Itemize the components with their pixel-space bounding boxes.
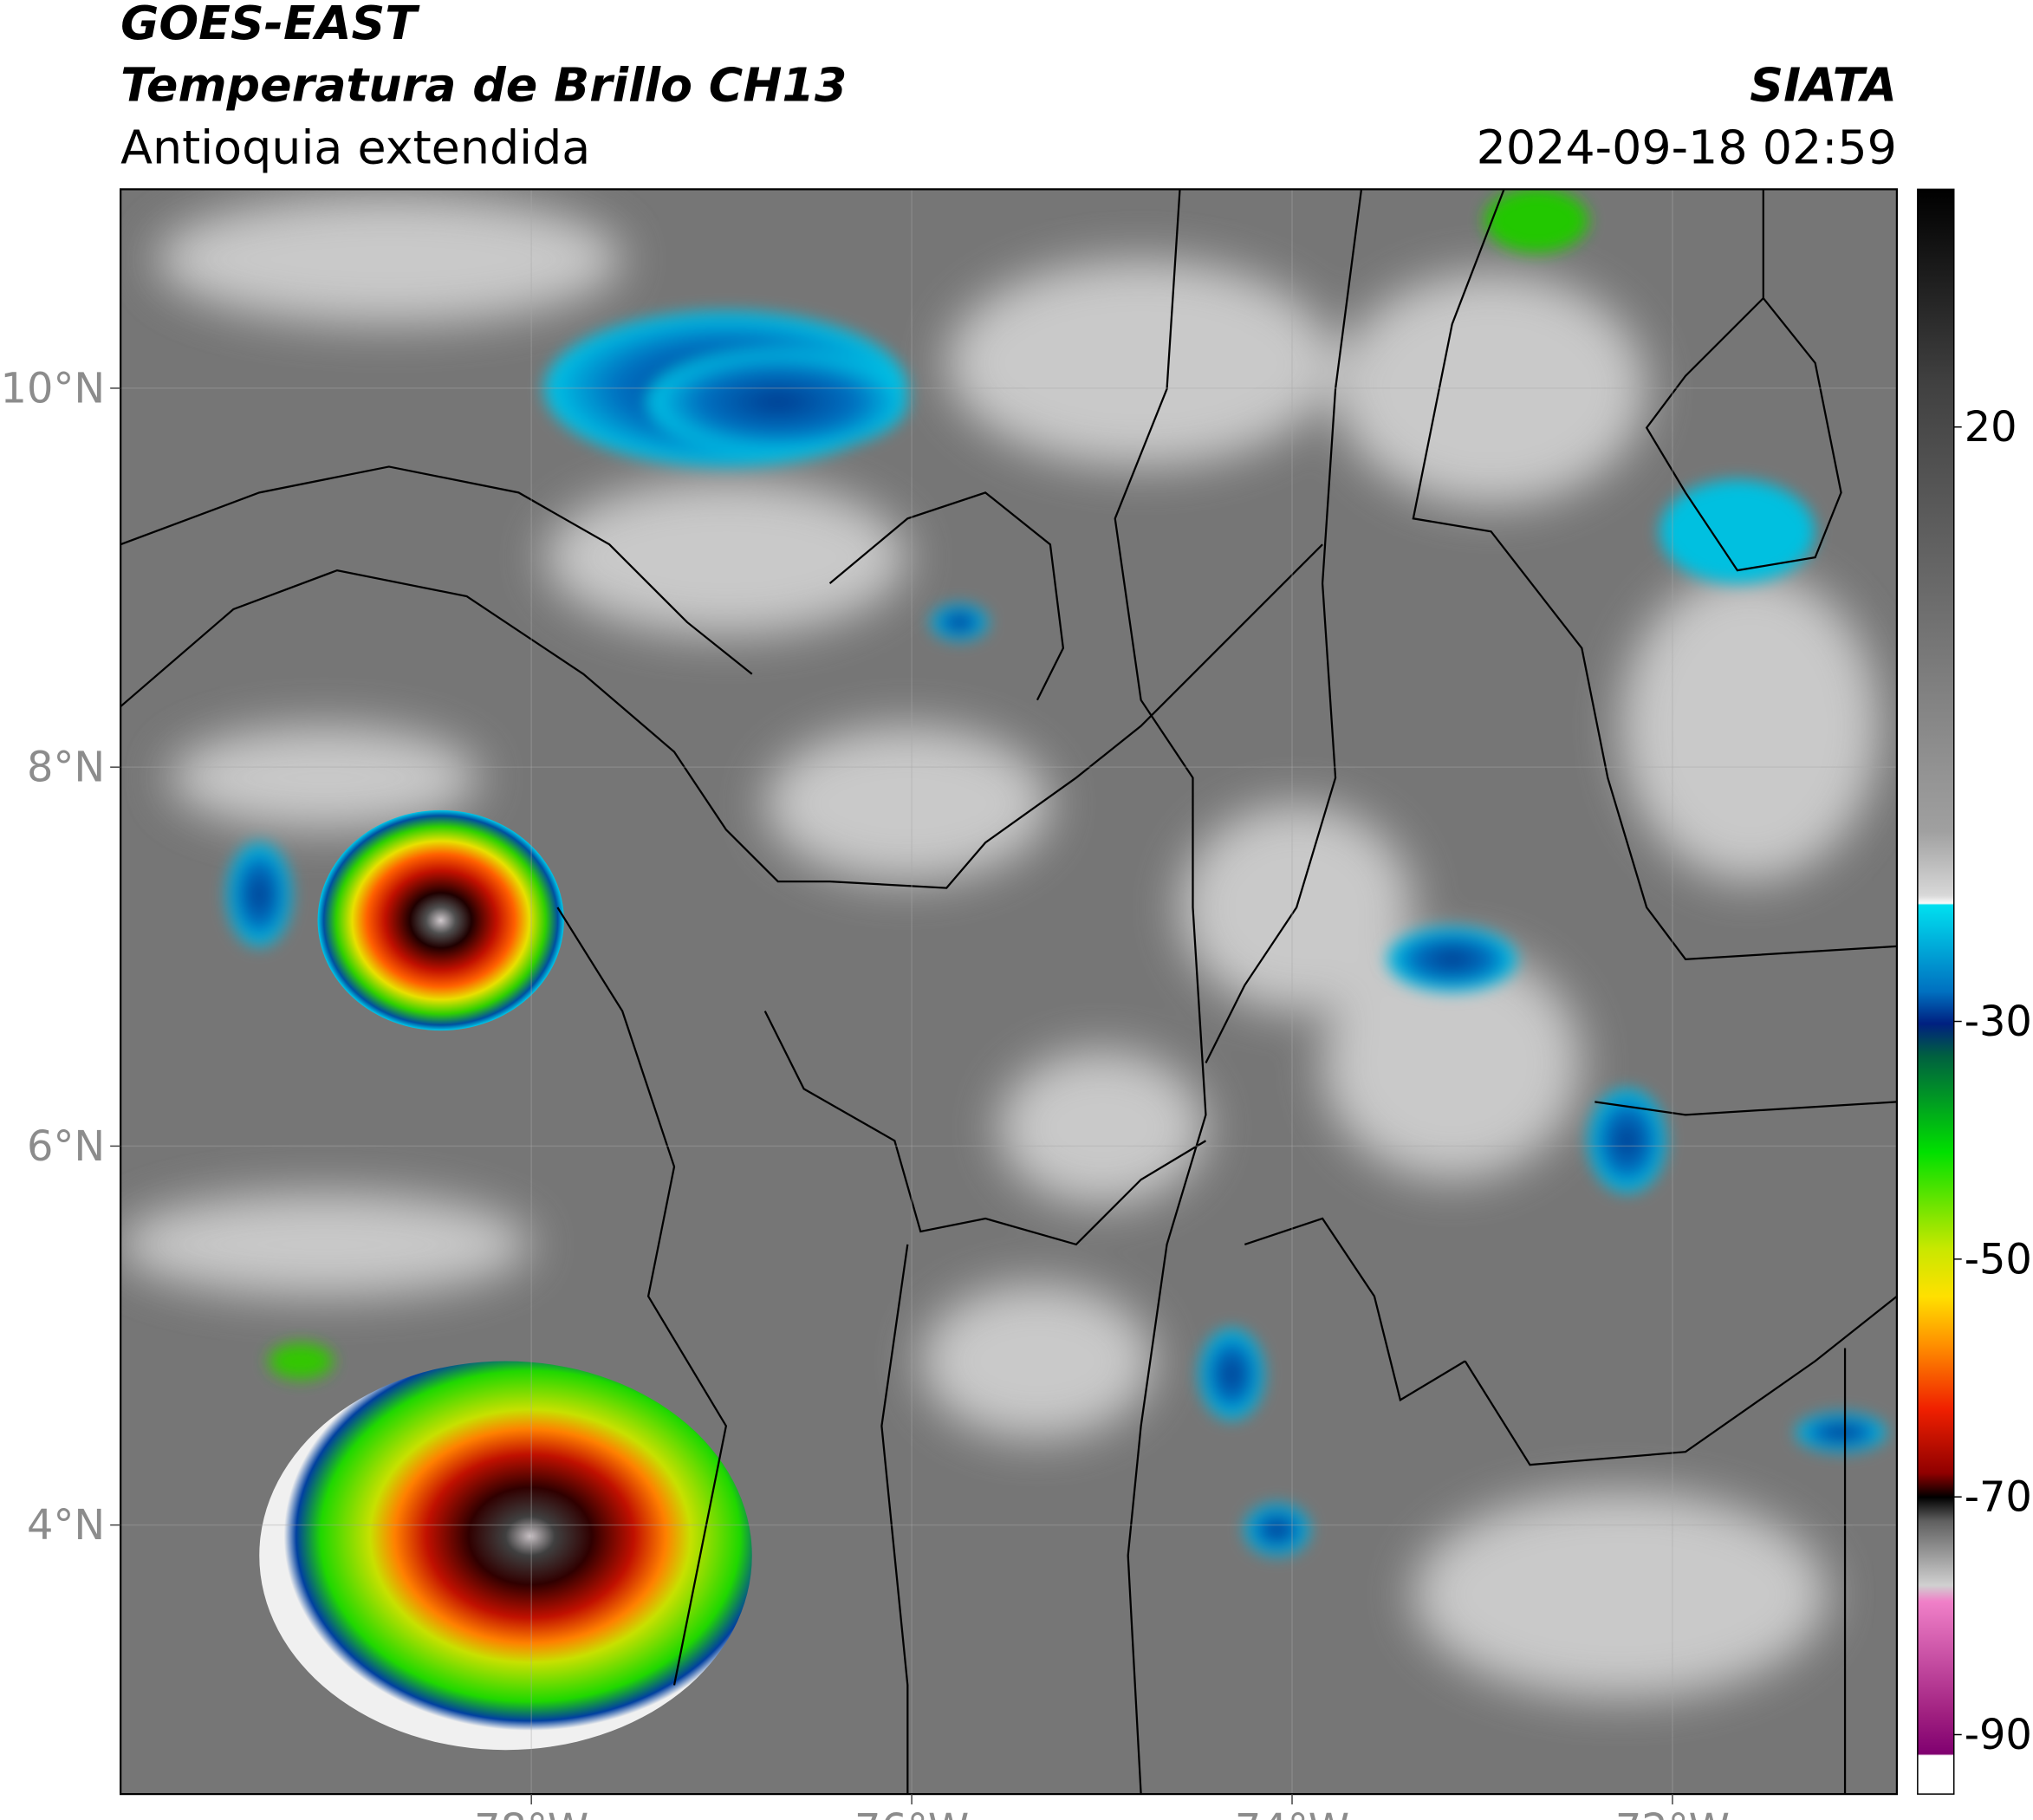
subtitle: Temperatura de Brillo CH13 [120,58,847,113]
lat-label: 4°N [27,1502,105,1550]
lon-label: 74°W [1235,1806,1349,1820]
region: Antioquia extendida [120,120,590,174]
map-frame [120,188,1899,1796]
colorbar-label: -70 [1965,1474,2032,1522]
lat-label: 6°N [27,1123,105,1171]
colorbar-label: 20 [1965,404,2017,452]
lon-label: 76°W [854,1806,969,1820]
title: GOES-EAST [120,0,420,50]
colorbar [1917,188,1955,1795]
lon-label: 78°W [474,1806,588,1820]
datetime: 2024-09-18 02:59 [1477,120,1897,174]
colorbar-label: -30 [1965,998,2032,1046]
source: SIATA [1750,58,1897,113]
colorbar-label: -50 [1965,1236,2032,1284]
colorbar-label: -90 [1965,1712,2032,1759]
lat-label: 10°N [1,365,106,413]
map-image [120,189,1897,1795]
lon-label: 72°W [1615,1806,1730,1820]
lat-label: 8°N [27,744,105,792]
